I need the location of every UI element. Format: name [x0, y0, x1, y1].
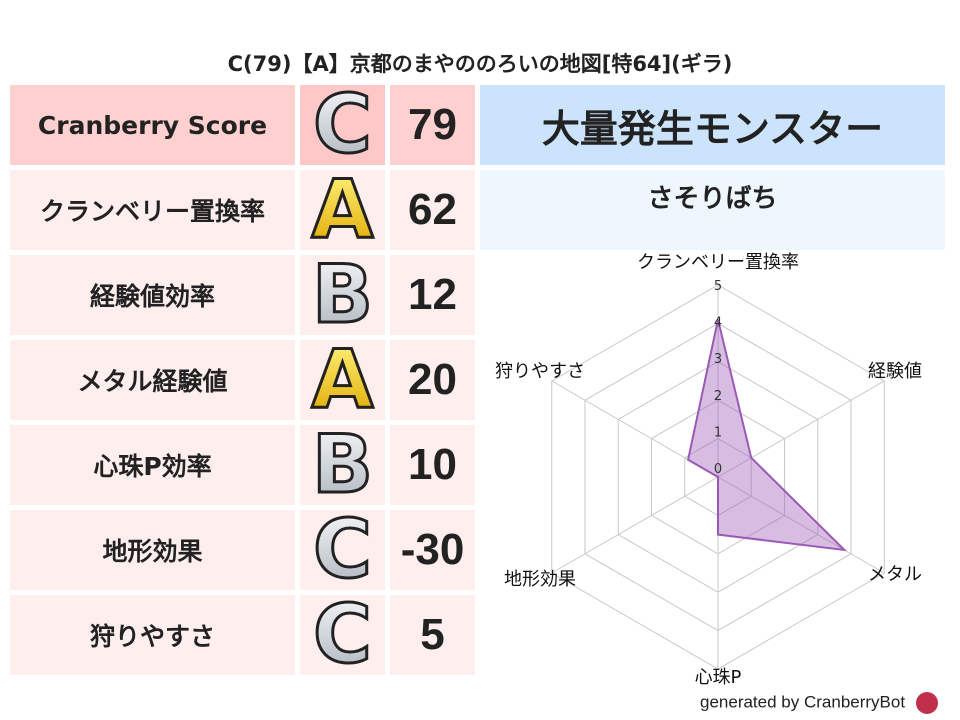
- score-label: 経験値効率: [10, 255, 295, 335]
- score-label: 地形効果: [10, 510, 295, 590]
- score-label: Cranberry Score: [10, 85, 295, 165]
- axis-label: 地形効果: [504, 569, 576, 590]
- cranberry-bot-icon: [915, 692, 938, 714]
- tick-label: 5: [714, 279, 722, 294]
- axis-label: 狩りやすさ: [495, 361, 585, 382]
- score-value: -30: [390, 510, 475, 590]
- score-value: 12: [390, 255, 475, 335]
- grade-icon: A: [300, 340, 385, 420]
- grid-spoke: [551, 476, 719, 574]
- axis-label: クランベリー置換率: [637, 252, 799, 273]
- score-value: 20: [390, 340, 475, 420]
- grade-icon: B: [300, 255, 385, 335]
- score-label: メタル経験値: [10, 340, 295, 420]
- score-value: 5: [390, 595, 475, 675]
- data-area: [686, 319, 848, 552]
- tick-label: 2: [714, 389, 722, 404]
- monster-name: さそりばち: [480, 170, 945, 250]
- axis-label: 経験値: [868, 361, 922, 382]
- score-value: 79: [390, 85, 475, 165]
- axis-label: 心珠P: [695, 667, 742, 688]
- grid-spoke: [717, 476, 885, 574]
- score-value: 62: [390, 170, 475, 250]
- score-label: クランベリー置換率: [10, 170, 295, 250]
- footer-credit: generated by CranberryBot: [700, 692, 938, 714]
- grade-icon: C: [300, 595, 385, 675]
- tick-label: 1: [714, 425, 722, 440]
- grade-icon: B: [300, 425, 385, 505]
- tick-label: 3: [714, 352, 722, 367]
- grade-icon: A: [300, 170, 385, 250]
- monster-header: 大量発生モンスター: [480, 85, 945, 165]
- tick-label: 0: [714, 462, 722, 477]
- grid-spoke: [717, 380, 885, 478]
- score-label: 心珠P効率: [10, 425, 295, 505]
- grade-icon: C: [300, 510, 385, 590]
- score-value: 10: [390, 425, 475, 505]
- tick-label: 4: [714, 316, 722, 331]
- grade-icon: C: [300, 85, 385, 165]
- axis-label: メタル: [868, 564, 922, 585]
- page-title: C(79)【A】京都のまやののろいの地図[特64](ギラ): [227, 52, 733, 76]
- score-label: 狩りやすさ: [10, 595, 295, 675]
